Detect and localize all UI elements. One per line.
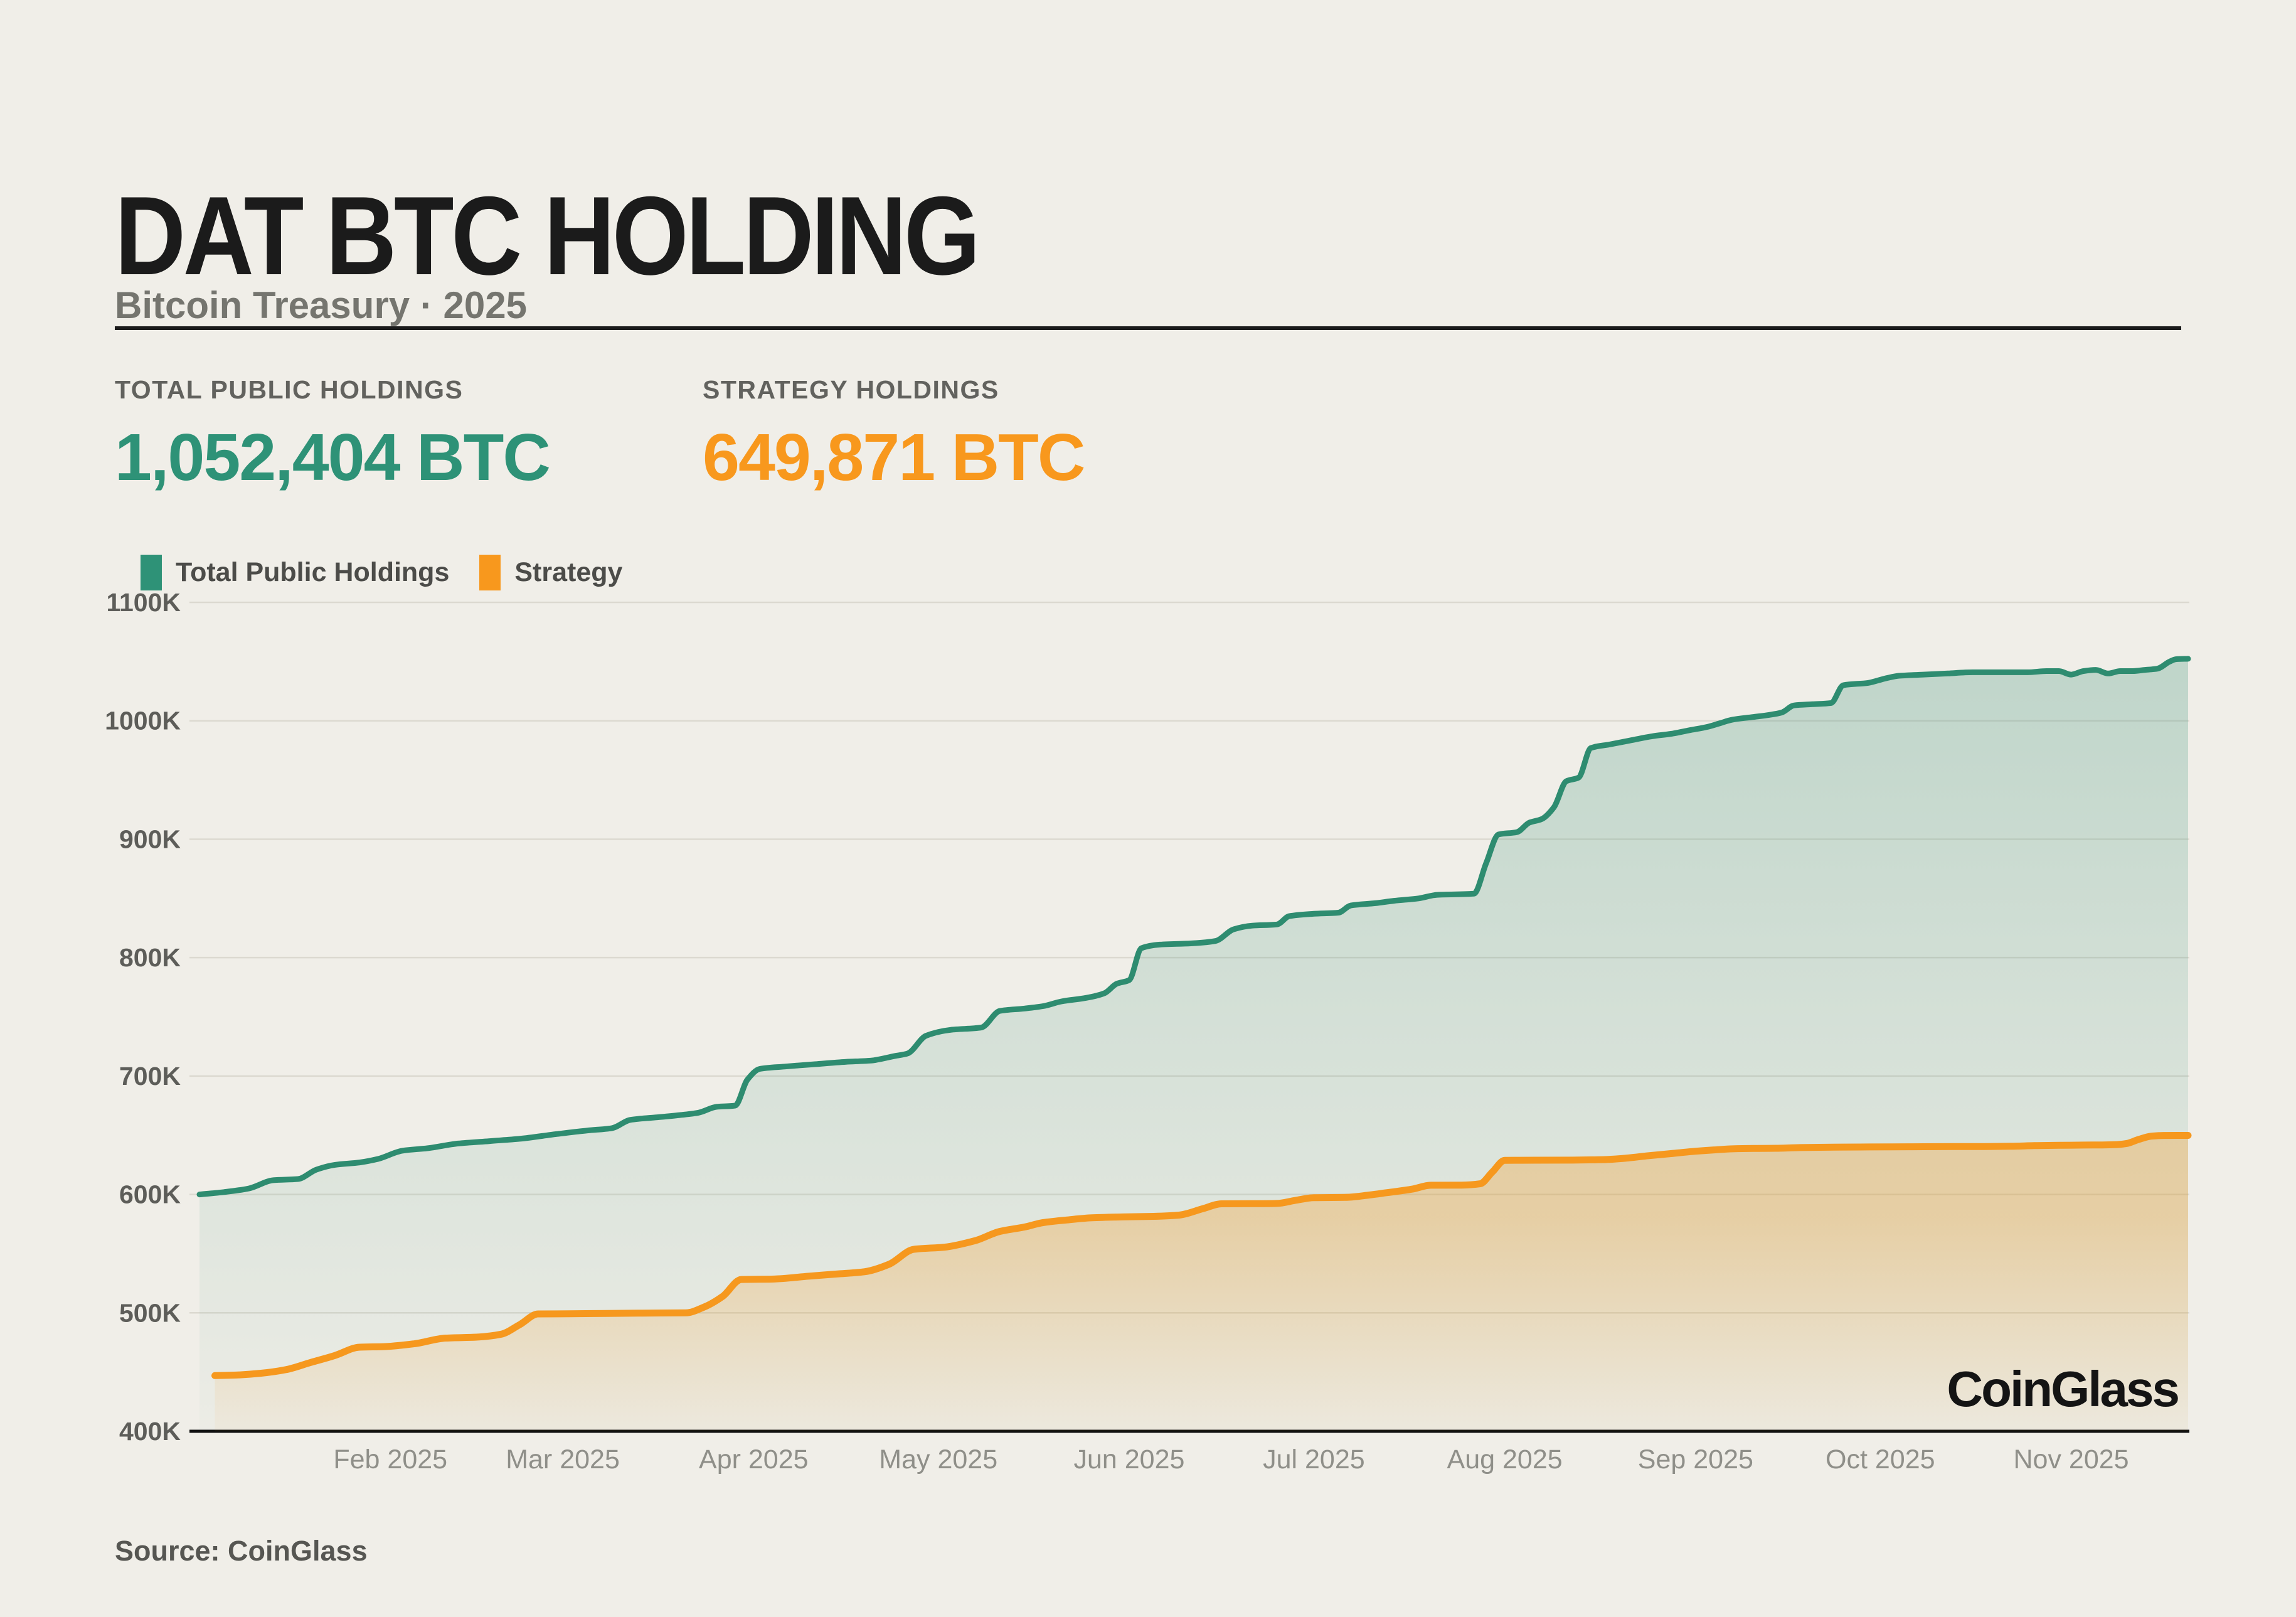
stat-strategy-holdings: STRATEGY HOLDINGS 649,871 BTC	[703, 375, 1085, 496]
legend-swatch-total-public	[141, 555, 162, 590]
x-axis-label: Aug 2025	[1447, 1444, 1563, 1475]
x-axis-label: Sep 2025	[1638, 1444, 1753, 1475]
stat-total-public-value: 1,052,404 BTC	[115, 420, 551, 494]
legend-swatch-strategy	[479, 555, 501, 590]
header-divider	[115, 326, 2181, 330]
series-line-strategy	[211, 1132, 2192, 1379]
chart-legend: Total Public Holdings Strategy	[141, 555, 622, 590]
legend-label-total-public: Total Public Holdings	[176, 557, 450, 587]
y-axis-label: 900K	[119, 825, 181, 853]
y-axis-label: 700K	[119, 1062, 181, 1091]
coinglass-logo: CoinGlass	[1947, 1361, 2180, 1417]
x-axis-label: May 2025	[879, 1444, 997, 1475]
y-axis-label: 1100K	[106, 588, 181, 617]
y-axis-label: 400K	[119, 1417, 181, 1446]
stat-total-public-holdings: TOTAL PUBLIC HOLDINGS 1,052,404 BTC	[115, 375, 551, 496]
y-axis-label: 1000K	[105, 707, 181, 735]
y-axis-label: 800K	[119, 943, 181, 972]
x-axis-label: Nov 2025	[2013, 1444, 2129, 1475]
series-line-total-public	[196, 656, 2191, 1198]
series-area-strategy	[215, 1135, 2188, 1431]
stat-total-public-label: TOTAL PUBLIC HOLDINGS	[115, 375, 464, 404]
x-axis-label: Feb 2025	[333, 1444, 447, 1475]
y-axis-label: 600K	[119, 1180, 181, 1209]
legend-item-strategy: Strategy	[479, 555, 622, 590]
x-axis-label: Oct 2025	[1826, 1444, 1935, 1475]
x-axis-label: Apr 2025	[699, 1444, 809, 1475]
legend-label-strategy: Strategy	[514, 557, 623, 587]
stat-strategy-label: STRATEGY HOLDINGS	[703, 375, 999, 404]
page-title: DAT BTC HOLDING	[115, 173, 981, 299]
x-axis-label: Jun 2025	[1073, 1444, 1184, 1475]
y-axis-label: 500K	[119, 1298, 181, 1327]
source-note: Source: CoinGlass	[115, 1535, 368, 1567]
stat-strategy-value: 649,871 BTC	[703, 420, 1085, 494]
x-axis-label: Mar 2025	[506, 1444, 620, 1475]
legend-item-total-public: Total Public Holdings	[141, 555, 449, 590]
page-subtitle: Bitcoin Treasury · 2025	[115, 284, 527, 326]
x-axis-label: Jul 2025	[1263, 1444, 1365, 1475]
